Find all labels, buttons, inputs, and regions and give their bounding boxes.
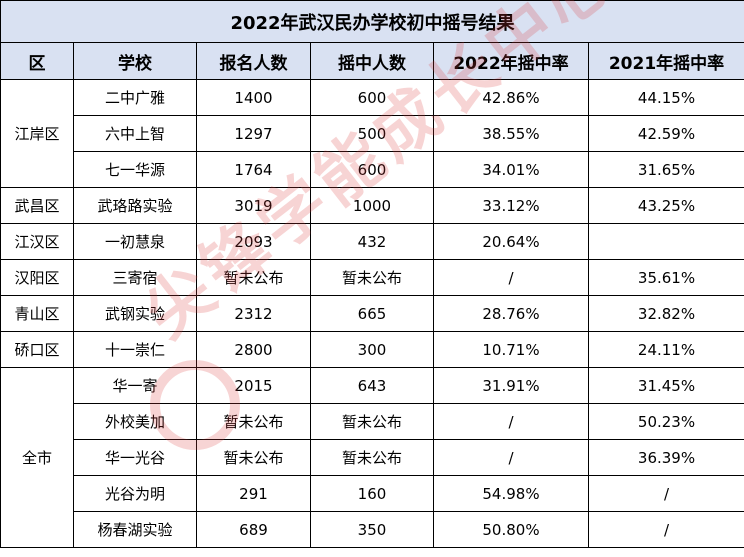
region-cell: 江汉区: [0, 223, 74, 260]
school-cell: 武珞路实验: [73, 187, 197, 224]
region-cell: 全市: [0, 367, 74, 548]
table-row: 六中上智 1297 500 38.55% 42.59%: [1, 115, 744, 152]
school-cell: 十一崇仁: [73, 331, 197, 368]
admitted-cell: 500: [310, 115, 434, 152]
applicants-cell: 2015: [196, 367, 311, 404]
school-cell: 杨春湖实验: [73, 511, 197, 548]
header-rate-2021: 2021年摇中率: [587, 42, 744, 80]
rate-2022-cell: /: [433, 439, 589, 476]
applicants-cell: 暂未公布: [196, 259, 311, 296]
applicants-cell: 3019: [196, 187, 311, 224]
rate-2022-cell: 31.91%: [433, 367, 589, 404]
school-cell: 七一华源: [73, 151, 197, 188]
header-admitted: 摇中人数: [310, 42, 434, 80]
region-cell: 汉阳区: [0, 259, 74, 296]
rate-2021-cell: 44.15%: [587, 79, 744, 116]
rate-2022-cell: 28.76%: [433, 295, 589, 332]
region-cell: 青山区: [0, 295, 74, 332]
school-cell: 光谷为明: [73, 475, 197, 512]
applicants-cell: 1764: [196, 151, 311, 188]
school-cell: 华一光谷: [73, 439, 197, 476]
rate-2022-cell: 33.12%: [433, 187, 589, 224]
header-school: 学校: [73, 42, 197, 80]
table-row: 外校美加 暂未公布 暂未公布 / 50.23%: [1, 403, 744, 440]
rate-2022-cell: 38.55%: [433, 115, 589, 152]
rate-2021-cell: 24.11%: [587, 331, 744, 368]
table-row: 江岸区 二中广雅 1400 600 42.86% 44.15%: [0, 79, 744, 188]
rate-2021-cell: 32.82%: [587, 295, 744, 332]
rate-2022-cell: 10.71%: [433, 331, 589, 368]
table-row: 青山区 武钢实验 2312 665 28.76% 32.82%: [0, 295, 744, 332]
admitted-cell: 665: [310, 295, 434, 332]
table-row: 汉阳区 三寄宿 暂未公布 暂未公布 / 35.61%: [0, 259, 744, 296]
rate-2021-cell: 43.25%: [587, 187, 744, 224]
table-row: 全市 华一寄 2015 643 31.91% 31.45%: [0, 367, 744, 548]
rate-2021-cell: /: [587, 475, 744, 512]
applicants-cell: 1400: [196, 79, 311, 116]
rate-2021-cell: 31.45%: [587, 367, 744, 404]
admitted-cell: 600: [310, 79, 434, 116]
admitted-cell: 432: [310, 223, 434, 260]
region-cell: 武昌区: [0, 187, 74, 224]
admitted-cell: 160: [310, 475, 434, 512]
applicants-cell: 1297: [196, 115, 311, 152]
rate-2021-cell: 35.61%: [587, 259, 744, 296]
rate-2022-cell: 42.86%: [433, 79, 589, 116]
admitted-cell: 暂未公布: [310, 259, 434, 296]
rate-2022-cell: 20.64%: [433, 223, 589, 260]
applicants-cell: 暂未公布: [196, 439, 311, 476]
school-cell: 一初慧泉: [73, 223, 197, 260]
rate-2022-cell: 50.80%: [433, 511, 589, 548]
table-row: 硚口区 十一崇仁 2800 300 10.71% 24.11%: [0, 331, 744, 368]
rate-2021-cell: 50.23%: [587, 403, 744, 440]
admitted-cell: 1000: [310, 187, 434, 224]
header-rate-2022: 2022年摇中率: [433, 42, 589, 80]
admitted-cell: 300: [310, 331, 434, 368]
table-row: 武昌区 武珞路实验 3019 1000 33.12% 43.25%: [0, 187, 744, 224]
rate-2022-cell: 54.98%: [433, 475, 589, 512]
table-row: 杨春湖实验 689 350 50.80% /: [1, 511, 744, 548]
rate-2021-cell: /: [587, 511, 744, 548]
admitted-cell: 暂未公布: [310, 439, 434, 476]
school-cell: 武钢实验: [73, 295, 197, 332]
school-cell: 二中广雅: [73, 79, 197, 116]
admitted-cell: 643: [310, 367, 434, 404]
rate-2022-cell: 34.01%: [433, 151, 589, 188]
school-cell: 三寄宿: [73, 259, 197, 296]
header-region: 区: [0, 42, 74, 80]
school-cell: 六中上智: [73, 115, 197, 152]
applicants-cell: 2800: [196, 331, 311, 368]
rate-2021-cell: 42.59%: [587, 115, 744, 152]
table-row: 七一华源 1764 600 34.01% 31.65%: [1, 151, 744, 188]
header-applicants: 报名人数: [196, 42, 311, 80]
table-row: 光谷为明 291 160 54.98% /: [1, 475, 744, 512]
rate-2021-cell: [587, 223, 744, 260]
applicants-cell: 2312: [196, 295, 311, 332]
applicants-cell: 2093: [196, 223, 311, 260]
admitted-cell: 350: [310, 511, 434, 548]
rate-2021-cell: 31.65%: [587, 151, 744, 188]
table-row: 华一光谷 暂未公布 暂未公布 / 36.39%: [1, 439, 744, 476]
rate-2022-cell: /: [433, 259, 589, 296]
region-cell: 硚口区: [0, 331, 74, 368]
school-cell: 华一寄: [73, 367, 197, 404]
applicants-cell: 暂未公布: [196, 403, 311, 440]
applicants-cell: 291: [196, 475, 311, 512]
table-title: 2022年武汉民办学校初中摇号结果: [0, 0, 744, 43]
table-row: 江汉区 一初慧泉 2093 432 20.64%: [0, 223, 744, 260]
school-cell: 外校美加: [73, 403, 197, 440]
rate-2021-cell: 36.39%: [587, 439, 744, 476]
applicants-cell: 689: [196, 511, 311, 548]
rate-2022-cell: /: [433, 403, 589, 440]
admitted-cell: 暂未公布: [310, 403, 434, 440]
admitted-cell: 600: [310, 151, 434, 188]
region-cell: 江岸区: [0, 79, 74, 188]
